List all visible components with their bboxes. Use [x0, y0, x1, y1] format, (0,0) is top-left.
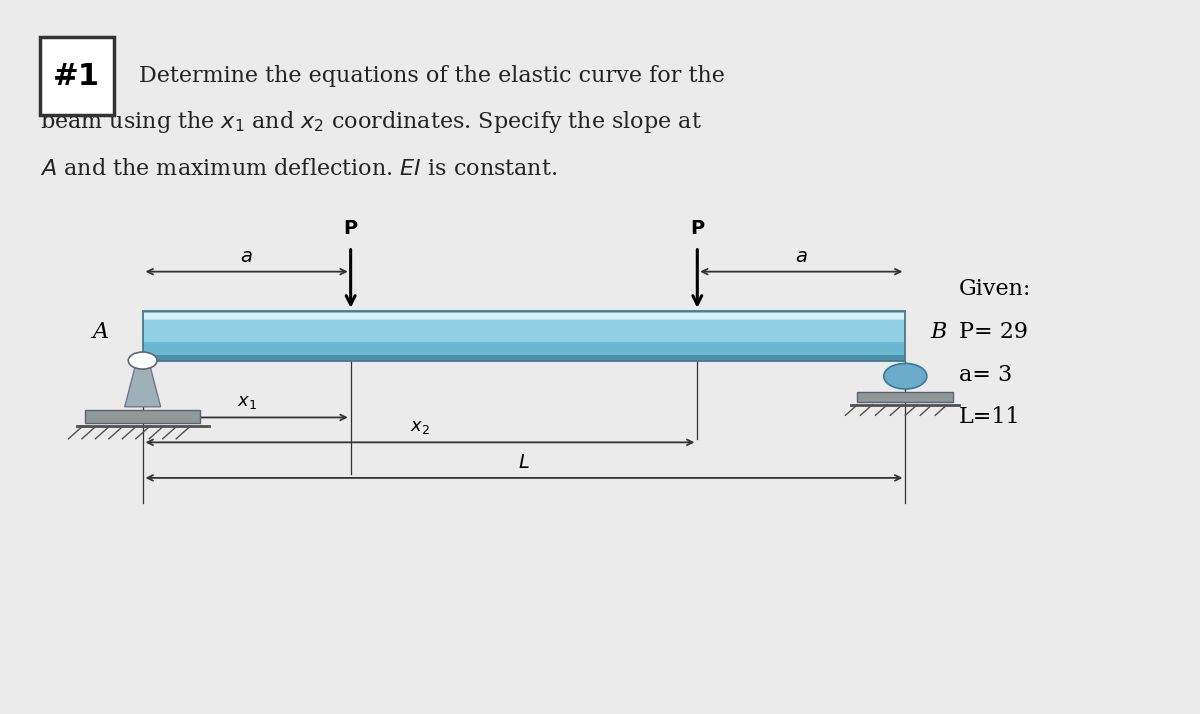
- Text: L=11: L=11: [959, 406, 1021, 428]
- Bar: [143, 355, 905, 361]
- Text: P: P: [690, 219, 704, 238]
- Text: $A$ and the maximum deflection. $EI$ is constant.: $A$ and the maximum deflection. $EI$ is …: [40, 158, 557, 179]
- Text: B: B: [931, 321, 947, 343]
- Bar: [143, 311, 905, 361]
- Bar: [143, 343, 905, 355]
- Text: $a$: $a$: [240, 246, 253, 266]
- Text: Given:: Given:: [959, 278, 1032, 301]
- Text: P: P: [343, 219, 358, 238]
- Text: $x_2$: $x_2$: [410, 418, 430, 436]
- Bar: [40, 37, 114, 115]
- Bar: [143, 320, 905, 343]
- Bar: [858, 392, 953, 402]
- Text: A: A: [92, 321, 109, 343]
- Text: P= 29: P= 29: [959, 321, 1028, 343]
- Text: beam using the $x_1$ and $x_2$ coordinates. Specify the slope at: beam using the $x_1$ and $x_2$ coordinat…: [40, 109, 702, 135]
- Text: $x_1$: $x_1$: [236, 393, 257, 411]
- Text: Determine the equations of the elastic curve for the: Determine the equations of the elastic c…: [139, 65, 725, 87]
- Bar: [143, 311, 905, 313]
- Polygon shape: [125, 361, 161, 407]
- Circle shape: [128, 352, 157, 369]
- Circle shape: [883, 363, 926, 389]
- Bar: [143, 311, 905, 319]
- Text: $L$: $L$: [518, 453, 530, 472]
- Text: #1: #1: [53, 61, 101, 91]
- Text: $a$: $a$: [794, 246, 808, 266]
- Text: a= 3: a= 3: [959, 363, 1013, 386]
- Bar: [85, 411, 200, 423]
- Bar: [143, 310, 905, 320]
